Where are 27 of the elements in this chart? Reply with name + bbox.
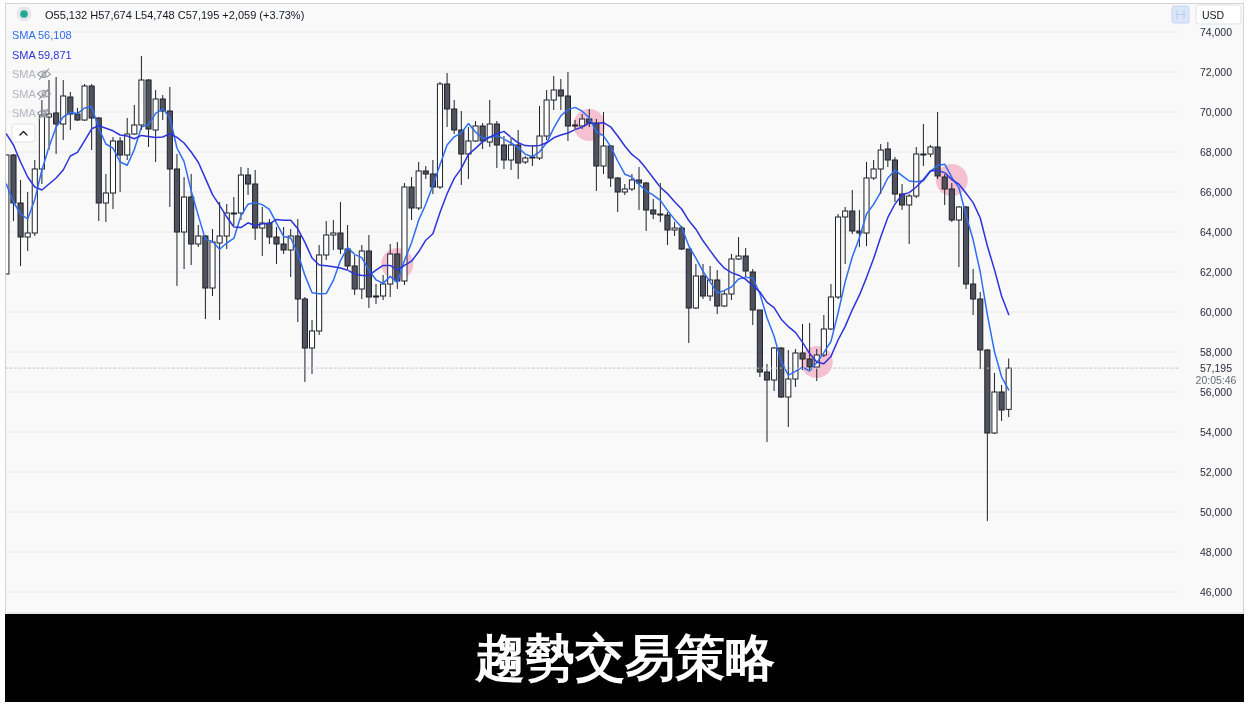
legend-value: 59,871 [38,48,72,61]
currency: USD [1202,8,1225,21]
legend-hidden-label: SMA [12,107,36,120]
legend-hidden-label: SMA [12,68,36,81]
ytick-label: 60,000 [1199,306,1233,318]
ytick-label: 57,195 [1199,362,1233,375]
countdown: 20:05:46 [1195,374,1237,387]
title: 趨勢交易策略 [475,630,775,686]
ytick-label: 62,000 [1199,266,1233,278]
legend-value: 56,108 [38,29,72,41]
legend-label: SMA [12,48,36,61]
ytick-label: 64,000 [1199,226,1233,238]
ytick-label: 48,000 [1199,546,1233,558]
ytick-label: 66,000 [1199,186,1233,198]
ytick-label: 72,000 [1199,66,1233,78]
ytick-label: 68,000 [1199,146,1233,158]
ytick-label: 58,000 [1199,346,1233,358]
legend-hidden-label: SMA [12,87,36,100]
ytick-label: 50,000 [1199,506,1233,518]
ytick-label: 54,000 [1199,426,1233,438]
header-values: O55,132 H57,674 L54,748 C57,195 +2,059 (+3.73%) [45,8,305,21]
legend-label: SMA [12,29,36,41]
ytick-label: 56,000 [1199,386,1233,398]
ytick-label: 70,000 [1199,106,1233,118]
ytick-label: 52,000 [1199,466,1233,478]
ytick-label: 74,000 [1199,26,1233,38]
ytick-label: 46,000 [1199,586,1233,598]
